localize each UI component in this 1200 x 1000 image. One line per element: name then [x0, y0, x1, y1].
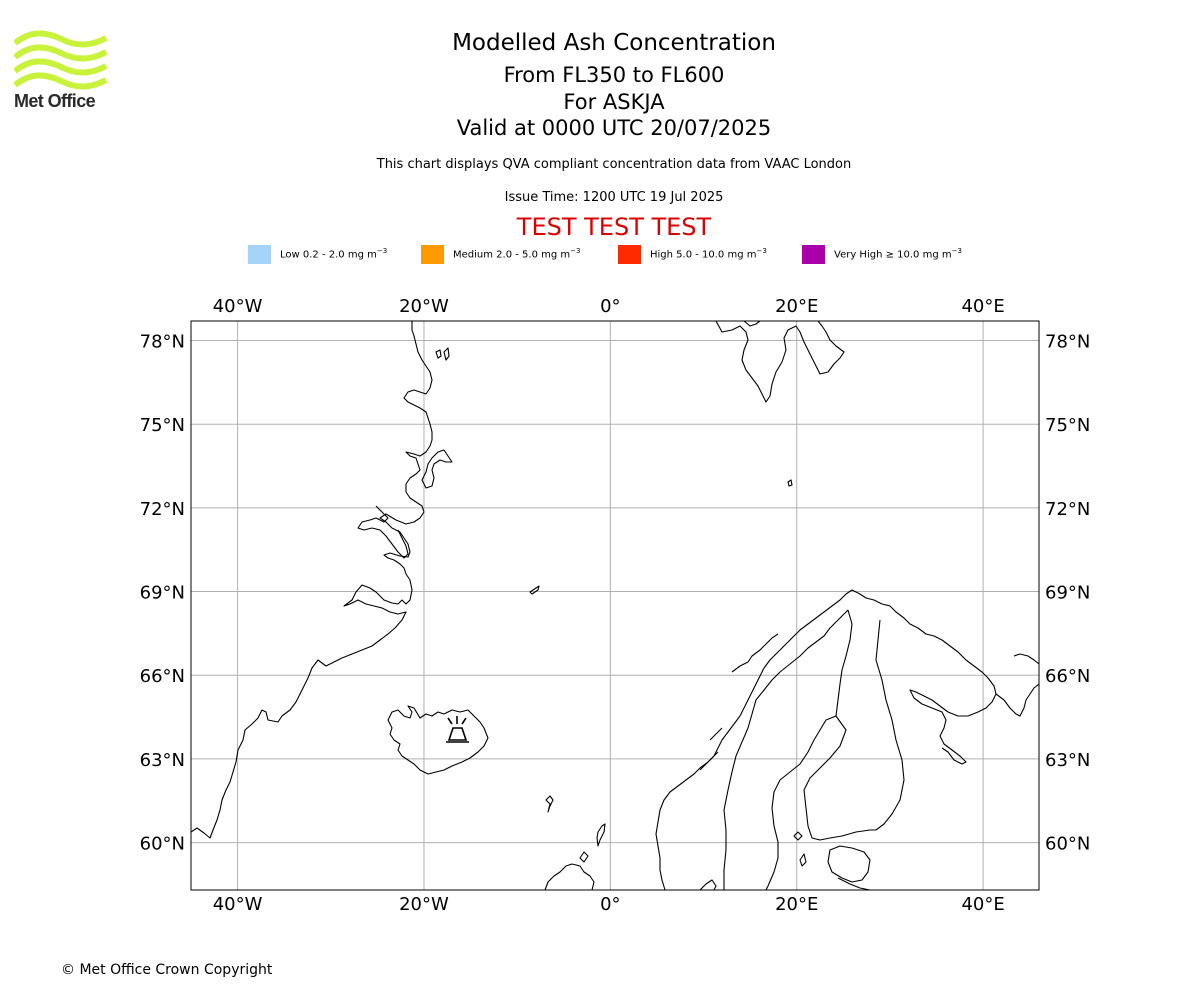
lat-tick-label-right: 75°N — [1045, 415, 1090, 436]
iceland-coast — [387, 705, 489, 775]
lon-tick-label-bottom: 0° — [600, 894, 620, 915]
copyright-notice: © Met Office Crown Copyright — [61, 962, 273, 978]
legend-swatch-high — [618, 244, 641, 264]
lat-tick-label-left: 66°N — [140, 666, 185, 687]
shetland-coast — [596, 823, 606, 847]
lat-tick-label-left: 75°N — [140, 415, 185, 436]
chart-description: This chart displays QVA compliant concen… — [376, 157, 852, 172]
volcano-name: For ASKJA — [563, 90, 665, 114]
test-banner: TEST TEST TEST — [516, 213, 712, 241]
legend-swatch-low — [248, 244, 271, 264]
lat-tick-label-right: 78°N — [1045, 332, 1090, 353]
lon-tick-label-top: 0° — [600, 296, 620, 317]
lon-tick-label-top: 20°W — [399, 296, 449, 317]
legend-label-medium: Medium 2.0 - 5.0 mg m — [453, 249, 571, 261]
greenland-islet — [435, 349, 442, 359]
lat-tick-label-left: 63°N — [140, 750, 185, 771]
logo-text: Met Office — [14, 91, 96, 111]
svalbard-island — [743, 321, 761, 327]
orkney-coast — [579, 851, 589, 863]
south-norway-fjords — [699, 879, 717, 890]
valid-time: Valid at 0000 UTC 20/07/2025 — [456, 116, 772, 140]
estonia-coast — [837, 877, 871, 890]
lat-tick-label-left: 60°N — [140, 834, 185, 855]
lat-tick-label-right: 66°N — [1045, 666, 1090, 687]
legend-label-high: High 5.0 - 10.0 mg m — [650, 249, 757, 261]
greenland-coast — [191, 321, 433, 839]
flight-levels: From FL350 to FL600 — [503, 63, 725, 87]
volcano-icon — [446, 716, 469, 743]
legend-label-very-high: Very High ≥ 10.0 mg m — [834, 249, 952, 261]
scotland-coast — [544, 863, 595, 890]
greenland-fjord — [357, 505, 409, 559]
border-norway-sweden — [723, 609, 849, 890]
border-finland-russia — [875, 619, 905, 831]
kanin-coast — [1013, 653, 1039, 665]
chart-title: Modelled Ash Concentration — [452, 30, 776, 56]
greenland-islet — [443, 347, 450, 361]
lat-tick-label-left: 78°N — [140, 332, 185, 353]
legend-exponent: −3 — [570, 247, 581, 256]
lon-tick-label-bottom: 20°W — [399, 894, 449, 915]
bear-island-coast — [787, 479, 793, 487]
greenland-island — [421, 449, 453, 489]
legend-exponent: −3 — [756, 247, 767, 256]
lat-tick-label-right: 63°N — [1045, 750, 1090, 771]
legend-swatch-medium — [421, 244, 444, 264]
kola-peninsula-coast — [995, 683, 1039, 717]
scandinavia-coast — [655, 589, 997, 890]
lon-tick-label-bottom: 40°E — [961, 894, 1004, 915]
lat-tick-label-right: 60°N — [1045, 834, 1090, 855]
svalbard-coast — [715, 321, 845, 403]
lat-tick-label-right: 72°N — [1045, 499, 1090, 520]
lat-tick-label-right: 69°N — [1045, 583, 1090, 604]
jan-mayen-coast — [529, 585, 540, 595]
norway-islands — [709, 727, 723, 741]
legend-swatch-very-high — [802, 244, 825, 264]
lon-tick-label-bottom: 20°E — [775, 894, 818, 915]
lon-tick-label-top: 40°E — [961, 296, 1004, 317]
legend-exponent: −3 — [376, 247, 388, 256]
gulf-of-bothnia-coast — [803, 715, 876, 841]
met-office-logo-icon — [14, 30, 108, 90]
baltic-coast — [827, 845, 871, 883]
legend-item-very-high: Very High ≥ 10.0 mg m−3 — [802, 244, 962, 264]
norway-islands — [699, 751, 719, 771]
legend-item-medium: Medium 2.0 - 5.0 mg m−3 — [421, 244, 580, 264]
lat-tick-label-left: 72°N — [140, 499, 185, 520]
lon-tick-label-top: 20°E — [775, 296, 818, 317]
lon-tick-label-top: 40°W — [213, 296, 263, 317]
map-frame — [190, 320, 1040, 891]
sweden-east-coast — [765, 715, 837, 890]
legend-label-low: Low 0.2 - 2.0 mg m — [280, 249, 377, 261]
norway-islands — [731, 633, 779, 673]
faroe-islands-coast — [545, 795, 554, 813]
coastlines — [191, 321, 1039, 890]
tick-labels: 40°W 40°W 20°W 20°W 0° 0° 20°E 20°E 40°E 40°E 78°N… — [140, 296, 1091, 915]
issue-time: Issue Time: 1200 UTC 19 Jul 2025 — [504, 190, 724, 205]
legend-exponent: −3 — [951, 247, 962, 256]
aland-coast — [793, 831, 803, 841]
gotland-coast — [799, 853, 807, 867]
border-sweden-finland — [835, 609, 853, 717]
lon-tick-label-bottom: 40°W — [213, 894, 263, 915]
legend-item-high: High 5.0 - 10.0 mg m−3 — [618, 244, 767, 264]
legend-item-low: Low 0.2 - 2.0 mg m−3 — [248, 244, 387, 264]
lat-tick-label-left: 69°N — [140, 583, 185, 604]
gridlines — [191, 321, 1039, 890]
